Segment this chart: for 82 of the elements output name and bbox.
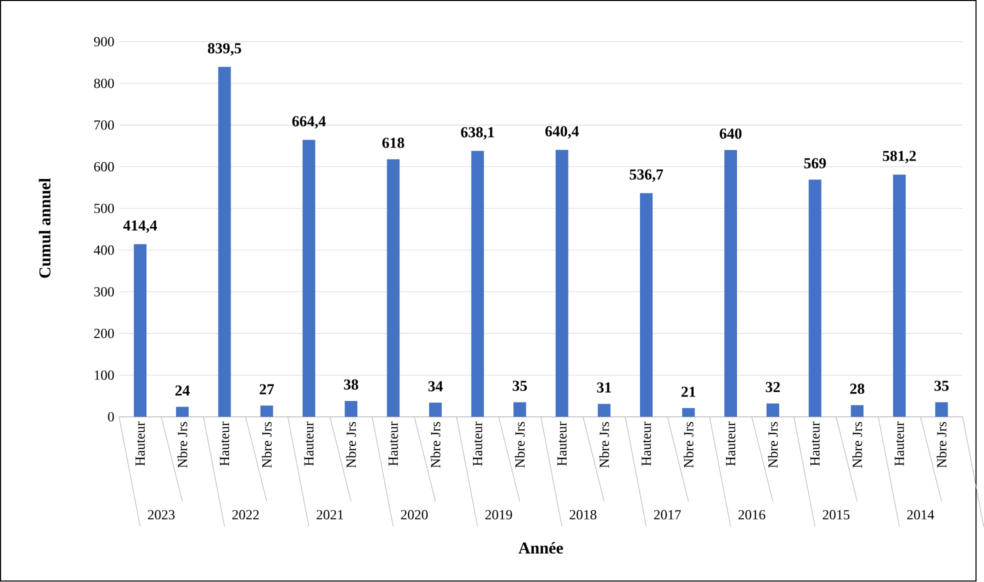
text: 2022: [232, 510, 259, 520]
data-label: 664,4: [292, 116, 326, 129]
x-tick-label: Nbre Jrs: [430, 422, 440, 468]
x-axis-title: Année: [518, 542, 563, 554]
x-tick-label: Nbre Jrs: [346, 422, 356, 468]
y-tick-label: 400: [94, 246, 114, 256]
bar: [134, 244, 147, 418]
data-label: 839,5: [208, 43, 242, 56]
data-label: 640,4: [545, 126, 579, 139]
x-tick-label: Hauteur: [388, 422, 398, 466]
data-label: 618: [382, 138, 404, 148]
x-tick-label: Hauteur: [304, 422, 314, 466]
bar: [766, 404, 780, 418]
data-label: 27: [260, 384, 274, 394]
bar: [386, 159, 400, 418]
x-tick-label: Hauteur: [220, 422, 230, 466]
bar: [598, 404, 610, 418]
bar: [808, 180, 822, 418]
y-tick-label: 700: [94, 120, 114, 130]
data-label: 34: [428, 381, 443, 392]
text: 2019: [485, 510, 512, 520]
data-label: 638,1: [461, 127, 494, 140]
bar: [218, 67, 231, 418]
x-tick-label: Nbre Jrs: [684, 422, 694, 468]
data-label: 21: [682, 386, 696, 397]
x-tick-label: Hauteur: [810, 422, 820, 466]
bar: [471, 151, 484, 418]
bar: [724, 150, 737, 418]
bar: [682, 408, 695, 418]
x-tick-label: Nbre Jrs: [852, 422, 862, 468]
bar: [260, 406, 274, 418]
y-tick-label: 200: [94, 328, 114, 338]
data-label: 28: [850, 384, 864, 394]
text: 2021: [316, 510, 344, 520]
data-label: 24: [175, 386, 190, 396]
x-tick-label: Hauteur: [557, 422, 567, 466]
data-label: 536,7: [630, 170, 664, 182]
text: 2014: [907, 510, 934, 520]
text: 2017: [654, 510, 681, 520]
bar: [640, 193, 653, 418]
x-tick-label: Hauteur: [642, 422, 651, 466]
bar: [935, 402, 948, 418]
x-tick-label: Nbre Jrs: [599, 422, 610, 468]
x-tick-label: Nbre Jrs: [514, 422, 525, 468]
bar: [302, 140, 316, 418]
data-label: 569: [804, 158, 826, 169]
text: 2023: [148, 510, 175, 520]
y-tick-label: 0: [108, 412, 114, 422]
data-label: 38: [344, 380, 358, 390]
y-tick-label: 500: [94, 204, 114, 214]
text: 2015: [822, 510, 850, 520]
y-tick-label: 600: [94, 162, 114, 172]
y-tick-label: 100: [94, 370, 114, 380]
data-label: 581,2: [882, 151, 916, 164]
x-tick-label: Nbre Jrs: [262, 422, 272, 468]
text: 2018: [570, 510, 596, 520]
data-label: 32: [766, 382, 780, 392]
bar: [344, 401, 358, 418]
bar: [556, 150, 568, 418]
data-label: 414,4: [123, 220, 158, 234]
x-tick-label: Hauteur: [726, 422, 736, 466]
bar: [513, 402, 526, 418]
x-tick-label: Nbre Jrs: [177, 422, 188, 468]
y-tick-label: 300: [94, 287, 114, 297]
y-tick-label: 800: [94, 78, 114, 88]
x-tick-label: Hauteur: [894, 422, 904, 466]
y-axis-title: Cumul annuel: [38, 178, 51, 278]
bar: [893, 174, 906, 418]
text: 2016: [738, 510, 766, 520]
x-tick-label: Nbre Jrs: [936, 422, 946, 468]
bar: [850, 405, 864, 418]
x-tick-label: Hauteur: [136, 422, 145, 466]
data-label: 35: [512, 380, 527, 392]
bar: [176, 407, 189, 418]
x-tick-label: Hauteur: [473, 422, 482, 466]
data-label: 640: [720, 128, 742, 139]
text: 2020: [401, 510, 428, 520]
data-label: 35: [934, 380, 949, 392]
y-tick-label: 900: [94, 37, 114, 47]
data-label: 31: [597, 382, 611, 393]
x-tick-label: Nbre Jrs: [768, 422, 778, 468]
bar: [429, 402, 442, 418]
